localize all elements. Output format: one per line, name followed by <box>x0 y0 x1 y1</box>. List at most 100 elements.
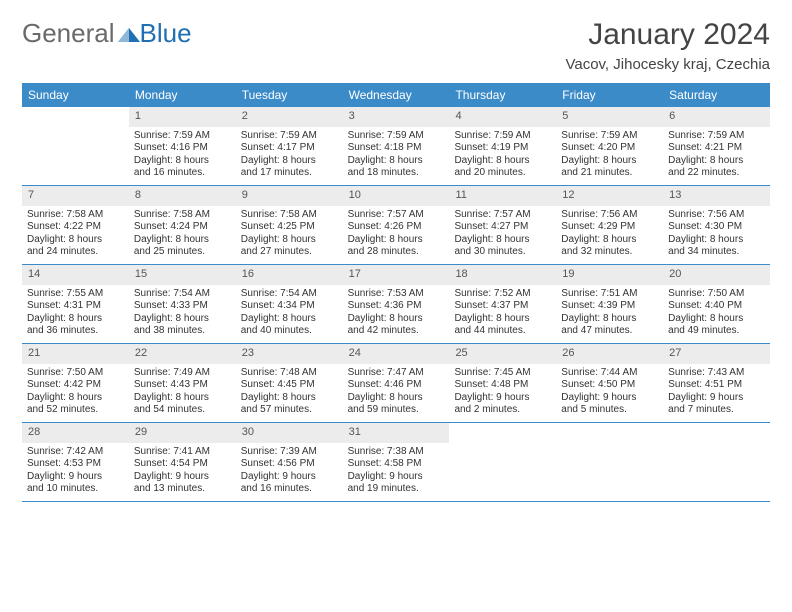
day-sr: Sunrise: 7:50 AM <box>668 288 765 301</box>
day-number: 31 <box>343 423 450 443</box>
day-body: Sunrise: 7:57 AMSunset: 4:26 PMDaylight:… <box>343 206 450 264</box>
day-cell: 15Sunrise: 7:54 AMSunset: 4:33 PMDayligh… <box>129 265 236 343</box>
day-sr: Sunrise: 7:43 AM <box>668 367 765 380</box>
day-dl1: Daylight: 9 hours <box>134 471 231 484</box>
day-number: 25 <box>449 344 556 364</box>
logo: General Blue <box>22 18 192 49</box>
day-sr: Sunrise: 7:59 AM <box>241 130 338 143</box>
day-body: Sunrise: 7:59 AMSunset: 4:17 PMDaylight:… <box>236 127 343 185</box>
day-sr: Sunrise: 7:57 AM <box>454 209 551 222</box>
day-number: 26 <box>556 344 663 364</box>
day-body: Sunrise: 7:53 AMSunset: 4:36 PMDaylight:… <box>343 285 450 343</box>
day-sr: Sunrise: 7:53 AM <box>348 288 445 301</box>
day-sr: Sunrise: 7:47 AM <box>348 367 445 380</box>
day-cell <box>663 423 770 501</box>
day-dl1: Daylight: 8 hours <box>27 234 124 247</box>
day-body: Sunrise: 7:58 AMSunset: 4:24 PMDaylight:… <box>129 206 236 264</box>
day-cell: 24Sunrise: 7:47 AMSunset: 4:46 PMDayligh… <box>343 344 450 422</box>
dow-sunday: Sunday <box>22 83 129 107</box>
day-sr: Sunrise: 7:59 AM <box>668 130 765 143</box>
day-body: Sunrise: 7:59 AMSunset: 4:20 PMDaylight:… <box>556 127 663 185</box>
day-sr: Sunrise: 7:55 AM <box>27 288 124 301</box>
day-cell: 21Sunrise: 7:50 AMSunset: 4:42 PMDayligh… <box>22 344 129 422</box>
day-dl2: and 2 minutes. <box>454 404 551 417</box>
day-body: Sunrise: 7:59 AMSunset: 4:18 PMDaylight:… <box>343 127 450 185</box>
day-ss: Sunset: 4:51 PM <box>668 379 765 392</box>
day-dl2: and 38 minutes. <box>134 325 231 338</box>
day-ss: Sunset: 4:22 PM <box>27 221 124 234</box>
day-body: Sunrise: 7:38 AMSunset: 4:58 PMDaylight:… <box>343 443 450 501</box>
day-dl2: and 20 minutes. <box>454 167 551 180</box>
day-cell: 3Sunrise: 7:59 AMSunset: 4:18 PMDaylight… <box>343 107 450 185</box>
day-cell <box>449 423 556 501</box>
day-dl1: Daylight: 8 hours <box>668 234 765 247</box>
day-dl1: Daylight: 8 hours <box>454 313 551 326</box>
day-cell: 19Sunrise: 7:51 AMSunset: 4:39 PMDayligh… <box>556 265 663 343</box>
day-number: 13 <box>663 186 770 206</box>
day-ss: Sunset: 4:39 PM <box>561 300 658 313</box>
day-sr: Sunrise: 7:48 AM <box>241 367 338 380</box>
day-number: 28 <box>22 423 129 443</box>
week-row: 1Sunrise: 7:59 AMSunset: 4:16 PMDaylight… <box>22 107 770 186</box>
day-cell: 17Sunrise: 7:53 AMSunset: 4:36 PMDayligh… <box>343 265 450 343</box>
day-dl2: and 36 minutes. <box>27 325 124 338</box>
dow-friday: Friday <box>556 83 663 107</box>
day-body: Sunrise: 7:41 AMSunset: 4:54 PMDaylight:… <box>129 443 236 501</box>
day-dl1: Daylight: 9 hours <box>668 392 765 405</box>
day-ss: Sunset: 4:46 PM <box>348 379 445 392</box>
dow-saturday: Saturday <box>663 83 770 107</box>
day-dl2: and 44 minutes. <box>454 325 551 338</box>
day-ss: Sunset: 4:34 PM <box>241 300 338 313</box>
day-dl2: and 28 minutes. <box>348 246 445 259</box>
day-dl1: Daylight: 8 hours <box>241 234 338 247</box>
day-dl2: and 21 minutes. <box>561 167 658 180</box>
day-cell: 23Sunrise: 7:48 AMSunset: 4:45 PMDayligh… <box>236 344 343 422</box>
day-sr: Sunrise: 7:58 AM <box>241 209 338 222</box>
day-sr: Sunrise: 7:52 AM <box>454 288 551 301</box>
day-body: Sunrise: 7:54 AMSunset: 4:34 PMDaylight:… <box>236 285 343 343</box>
day-cell: 9Sunrise: 7:58 AMSunset: 4:25 PMDaylight… <box>236 186 343 264</box>
day-ss: Sunset: 4:31 PM <box>27 300 124 313</box>
day-ss: Sunset: 4:37 PM <box>454 300 551 313</box>
day-ss: Sunset: 4:17 PM <box>241 142 338 155</box>
day-body: Sunrise: 7:54 AMSunset: 4:33 PMDaylight:… <box>129 285 236 343</box>
title-block: January 2024 Vacov, Jihocesky kraj, Czec… <box>565 18 770 73</box>
day-dl1: Daylight: 8 hours <box>241 313 338 326</box>
day-cell: 6Sunrise: 7:59 AMSunset: 4:21 PMDaylight… <box>663 107 770 185</box>
day-dl2: and 27 minutes. <box>241 246 338 259</box>
day-sr: Sunrise: 7:54 AM <box>134 288 231 301</box>
day-dl1: Daylight: 8 hours <box>561 234 658 247</box>
day-cell: 22Sunrise: 7:49 AMSunset: 4:43 PMDayligh… <box>129 344 236 422</box>
day-ss: Sunset: 4:40 PM <box>668 300 765 313</box>
day-dl1: Daylight: 8 hours <box>134 234 231 247</box>
day-ss: Sunset: 4:33 PM <box>134 300 231 313</box>
day-number: 23 <box>236 344 343 364</box>
day-sr: Sunrise: 7:50 AM <box>27 367 124 380</box>
day-body: Sunrise: 7:42 AMSunset: 4:53 PMDaylight:… <box>22 443 129 501</box>
day-number: 1 <box>129 107 236 127</box>
day-number: 11 <box>449 186 556 206</box>
day-ss: Sunset: 4:26 PM <box>348 221 445 234</box>
day-ss: Sunset: 4:53 PM <box>27 458 124 471</box>
day-body: Sunrise: 7:58 AMSunset: 4:25 PMDaylight:… <box>236 206 343 264</box>
day-dl2: and 49 minutes. <box>668 325 765 338</box>
week-row: 7Sunrise: 7:58 AMSunset: 4:22 PMDaylight… <box>22 186 770 265</box>
day-dl2: and 32 minutes. <box>561 246 658 259</box>
day-ss: Sunset: 4:29 PM <box>561 221 658 234</box>
day-cell: 25Sunrise: 7:45 AMSunset: 4:48 PMDayligh… <box>449 344 556 422</box>
day-body: Sunrise: 7:50 AMSunset: 4:40 PMDaylight:… <box>663 285 770 343</box>
day-dl2: and 5 minutes. <box>561 404 658 417</box>
day-dl1: Daylight: 8 hours <box>348 234 445 247</box>
day-dl1: Daylight: 8 hours <box>134 392 231 405</box>
day-dl2: and 16 minutes. <box>134 167 231 180</box>
day-number: 3 <box>343 107 450 127</box>
logo-text-blue: Blue <box>140 18 192 49</box>
day-dl1: Daylight: 8 hours <box>668 313 765 326</box>
day-dl1: Daylight: 9 hours <box>348 471 445 484</box>
day-cell: 8Sunrise: 7:58 AMSunset: 4:24 PMDaylight… <box>129 186 236 264</box>
day-ss: Sunset: 4:48 PM <box>454 379 551 392</box>
day-dl1: Daylight: 8 hours <box>134 313 231 326</box>
dow-wednesday: Wednesday <box>343 83 450 107</box>
day-dl2: and 24 minutes. <box>27 246 124 259</box>
day-cell: 26Sunrise: 7:44 AMSunset: 4:50 PMDayligh… <box>556 344 663 422</box>
